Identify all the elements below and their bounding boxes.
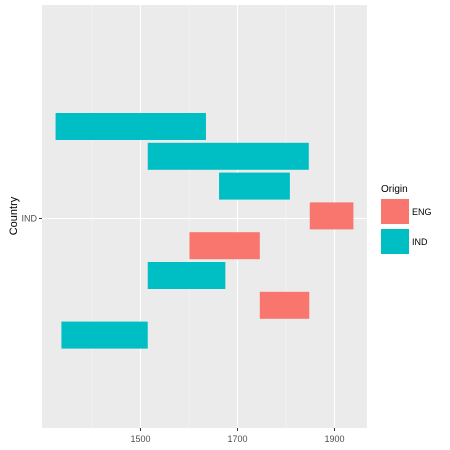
legend-title: Origin [381, 184, 408, 195]
bar-eng [259, 291, 310, 319]
bars [55, 113, 354, 349]
legend: Origin ENG IND [381, 184, 432, 254]
x-tick-label: 1900 [324, 434, 344, 444]
bar-ind [55, 113, 206, 140]
x-tick-label: 1500 [130, 434, 150, 444]
x-tick-label: 1700 [227, 434, 247, 444]
bar-ind [147, 142, 309, 170]
y-tick-label: IND [22, 214, 38, 224]
y-axis: IND [22, 214, 42, 224]
legend-key-ind [381, 229, 409, 254]
bar-ind [219, 172, 290, 200]
bar-ind [61, 321, 148, 349]
legend-label-eng: ENG [412, 207, 432, 217]
bar-eng [309, 202, 354, 230]
legend-label-ind: IND [412, 237, 428, 247]
bar-ind [147, 262, 226, 289]
x-axis: 1500 1700 1900 [130, 428, 345, 444]
y-axis-title: Country [8, 196, 20, 235]
bar-eng [189, 232, 260, 260]
legend-key-eng [381, 199, 409, 224]
